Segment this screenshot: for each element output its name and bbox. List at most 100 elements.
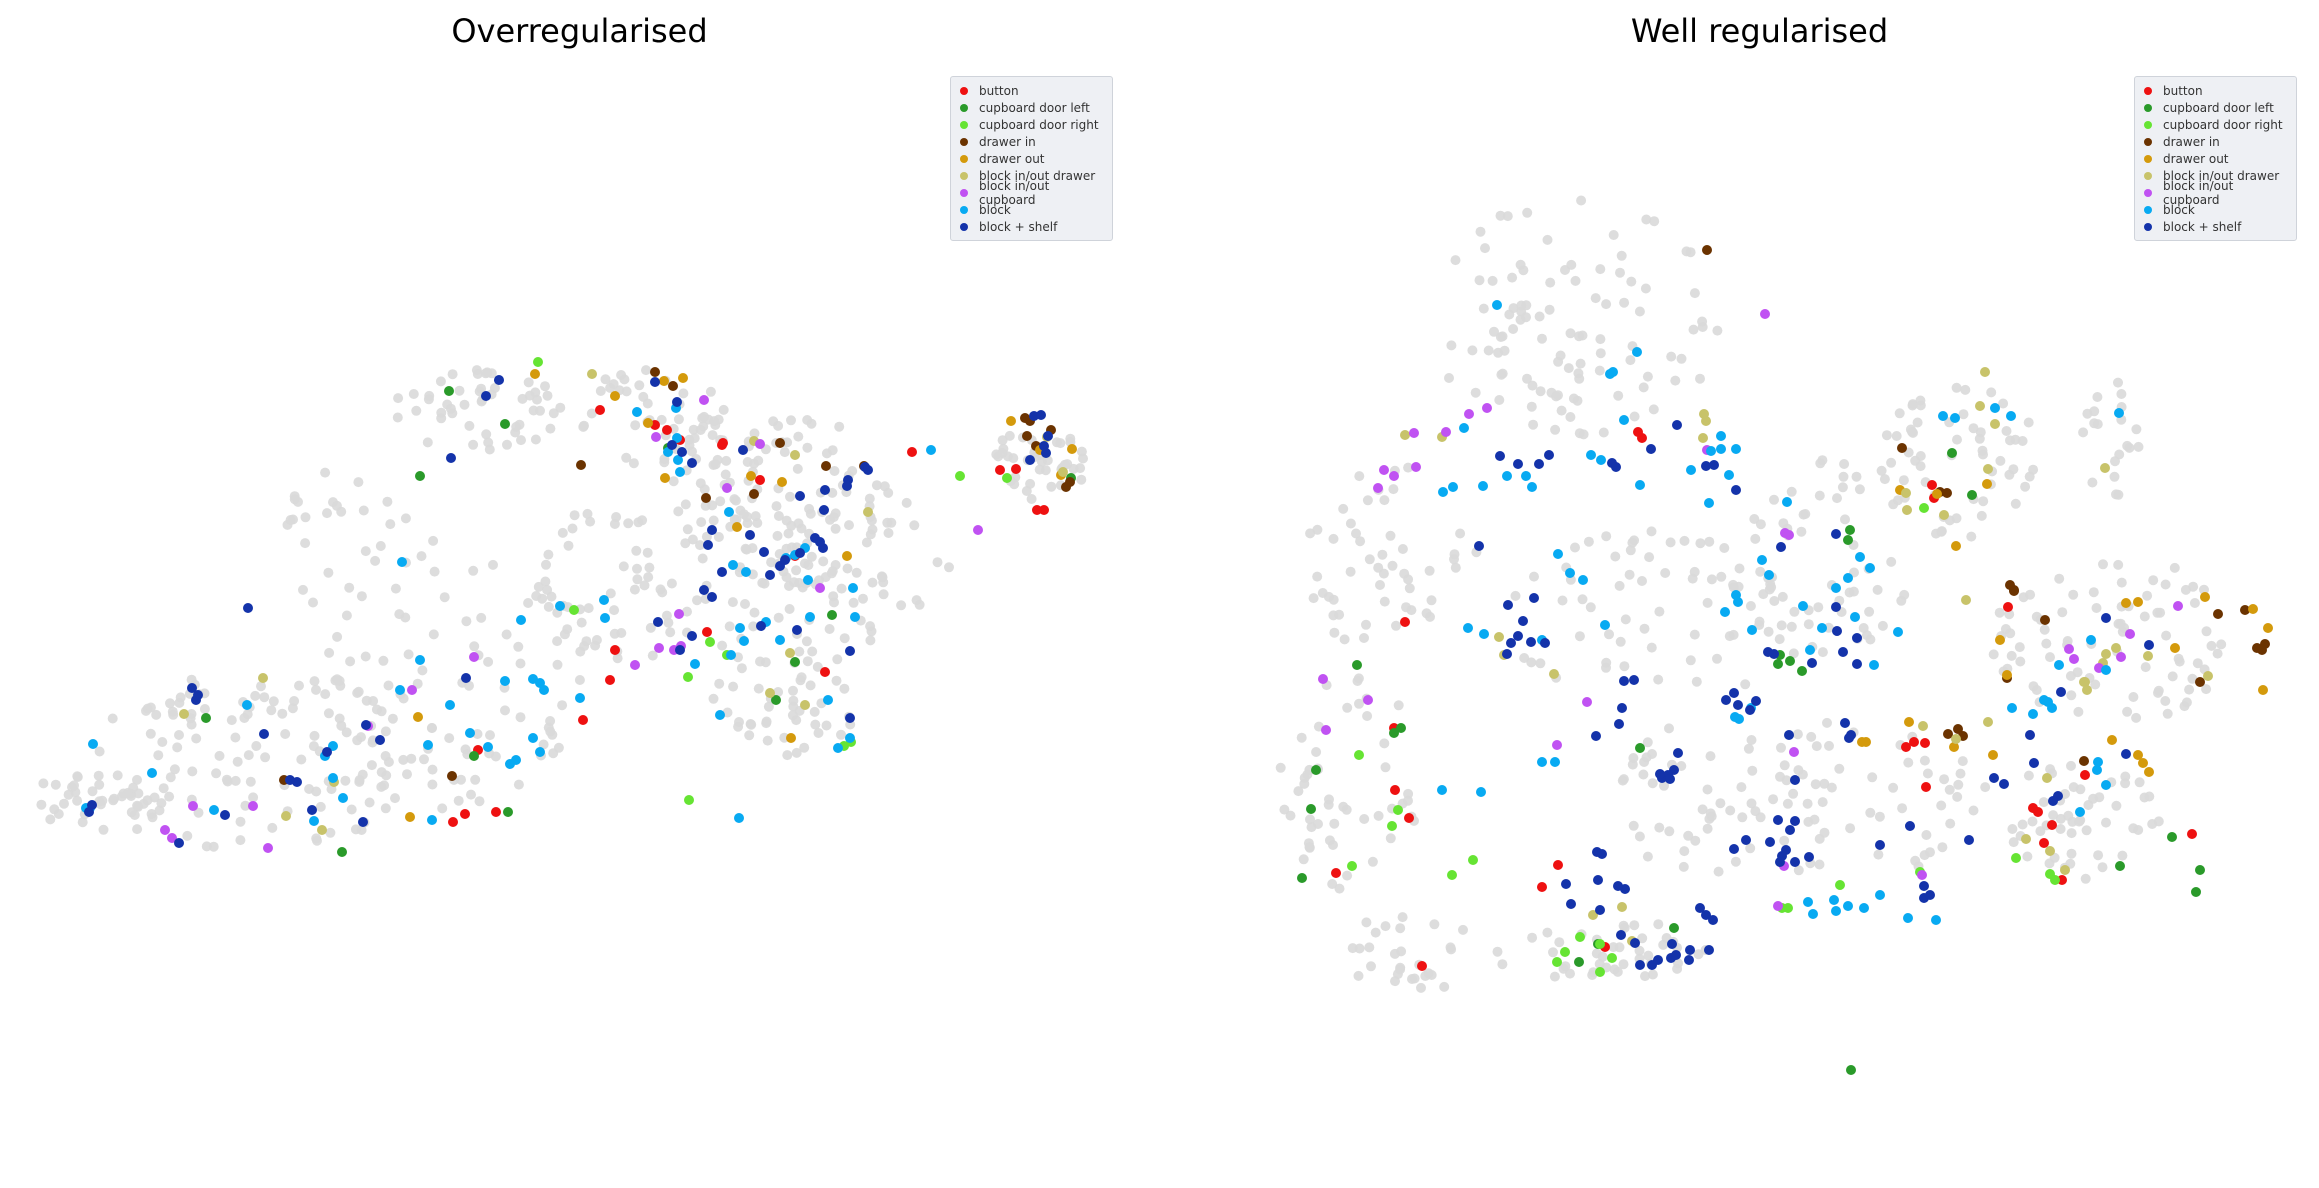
legend-item: drawer out	[2144, 150, 2284, 167]
data-point	[842, 481, 852, 491]
background-point	[1958, 409, 1969, 420]
background-point	[1666, 351, 1677, 362]
background-point	[688, 424, 699, 435]
data-point	[1902, 505, 1912, 515]
series-drawer-out	[405, 369, 1077, 822]
background-point	[865, 635, 876, 646]
background-point	[1743, 743, 1754, 754]
data-point	[610, 645, 620, 655]
background-point	[1634, 831, 1645, 842]
background-point	[595, 386, 606, 396]
background-point	[759, 578, 770, 589]
data-point	[2064, 644, 2074, 654]
background-point	[1872, 584, 1883, 595]
data-point	[307, 805, 317, 815]
background-point	[944, 562, 954, 573]
background-point	[752, 518, 763, 528]
background-point	[530, 387, 541, 398]
background-point	[1931, 528, 1941, 539]
data-point	[395, 685, 405, 695]
data-point	[2075, 807, 2085, 817]
legend-label: cupboard door right	[2163, 117, 2283, 132]
data-point	[728, 560, 738, 570]
background-point	[1361, 619, 1371, 630]
data-point	[687, 631, 697, 641]
background-point	[1627, 759, 1638, 770]
background-point	[94, 746, 105, 757]
data-point	[732, 522, 742, 532]
background-point	[730, 495, 741, 506]
background-point	[1639, 623, 1650, 634]
background-point	[356, 591, 367, 602]
background-point	[528, 405, 539, 416]
background-point	[390, 793, 400, 804]
legend-label: drawer in	[2163, 134, 2220, 149]
background-point	[63, 789, 74, 800]
background-point	[1373, 810, 1384, 821]
background-point	[2007, 824, 2018, 834]
background-point	[428, 535, 439, 546]
data-point	[1396, 723, 1406, 733]
legend: button cupboard door left cupboard door ri…	[2134, 76, 2297, 241]
background-point	[1754, 616, 1765, 627]
background-point	[476, 612, 487, 623]
data-point	[220, 810, 230, 820]
background-point	[932, 557, 943, 568]
legend-marker	[960, 103, 968, 112]
background-point	[1782, 798, 1793, 809]
legend-label: cupboard door left	[2163, 100, 2274, 115]
background-point	[186, 674, 197, 685]
data-point	[2069, 654, 2079, 664]
background-point	[1945, 818, 1956, 829]
data-point	[503, 807, 513, 817]
data-point	[805, 612, 815, 622]
data-point	[1447, 870, 1457, 880]
background-point	[2073, 706, 2084, 717]
data-point	[2263, 623, 2273, 633]
background-point	[149, 792, 160, 803]
background-point	[191, 733, 202, 744]
background-point	[1496, 369, 1507, 380]
data-point	[1635, 480, 1645, 490]
background-point	[153, 750, 164, 761]
data-point	[650, 377, 660, 387]
legend-marker	[2144, 154, 2152, 163]
data-point	[662, 425, 672, 435]
scatter-plot-well-regularised	[1275, 195, 2273, 1075]
data-point	[2195, 865, 2205, 875]
background-point	[400, 513, 411, 524]
data-point	[863, 507, 873, 517]
data-point	[2043, 697, 2053, 707]
background-point	[1839, 459, 1850, 469]
legend-label: drawer out	[2163, 151, 2229, 166]
background-point	[427, 779, 438, 790]
background-point	[1403, 462, 1414, 473]
background-point	[638, 391, 649, 402]
background-point	[724, 621, 735, 632]
data-point	[587, 369, 597, 379]
background-point	[1329, 818, 1340, 829]
background-point	[300, 538, 311, 549]
background-point	[1601, 299, 1612, 310]
background-point	[586, 408, 597, 419]
background-point	[2189, 598, 2200, 608]
background-point	[1311, 747, 1322, 757]
background-point	[50, 779, 61, 790]
background-point	[1976, 510, 1987, 521]
background-point	[1788, 788, 1799, 799]
data-point	[188, 801, 198, 811]
data-point	[1829, 895, 1839, 905]
background-point	[1937, 842, 1948, 853]
background-point	[1480, 243, 1490, 254]
legend-item: block	[960, 201, 1100, 218]
background-point	[1570, 542, 1580, 553]
background-point	[641, 365, 651, 376]
background-point	[2184, 684, 2195, 695]
data-point	[1633, 427, 1643, 437]
background-point	[1750, 533, 1761, 544]
background-point	[2001, 426, 2012, 436]
data-point	[1513, 459, 1523, 469]
legend-item: drawer in	[960, 133, 1100, 150]
background-point	[695, 425, 706, 435]
legend-marker	[2144, 171, 2152, 180]
